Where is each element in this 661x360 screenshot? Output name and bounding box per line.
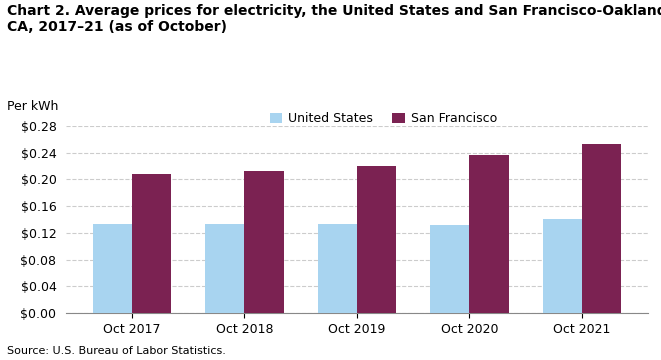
Bar [543,219,582,313]
Bar [93,224,132,313]
Bar [469,155,509,313]
Bar [357,166,397,313]
Bar [205,224,245,313]
Bar [582,144,621,313]
Bar [317,224,357,313]
Legend: United States, San Francisco: United States, San Francisco [264,107,502,130]
Text: Chart 2. Average prices for electricity, the United States and San Francisco-Oak: Chart 2. Average prices for electricity,… [7,4,661,34]
Text: Per kWh: Per kWh [7,100,58,113]
Bar [132,174,171,313]
Text: Source: U.S. Bureau of Labor Statistics.: Source: U.S. Bureau of Labor Statistics. [7,346,225,356]
Bar [245,171,284,313]
Bar [430,225,469,313]
